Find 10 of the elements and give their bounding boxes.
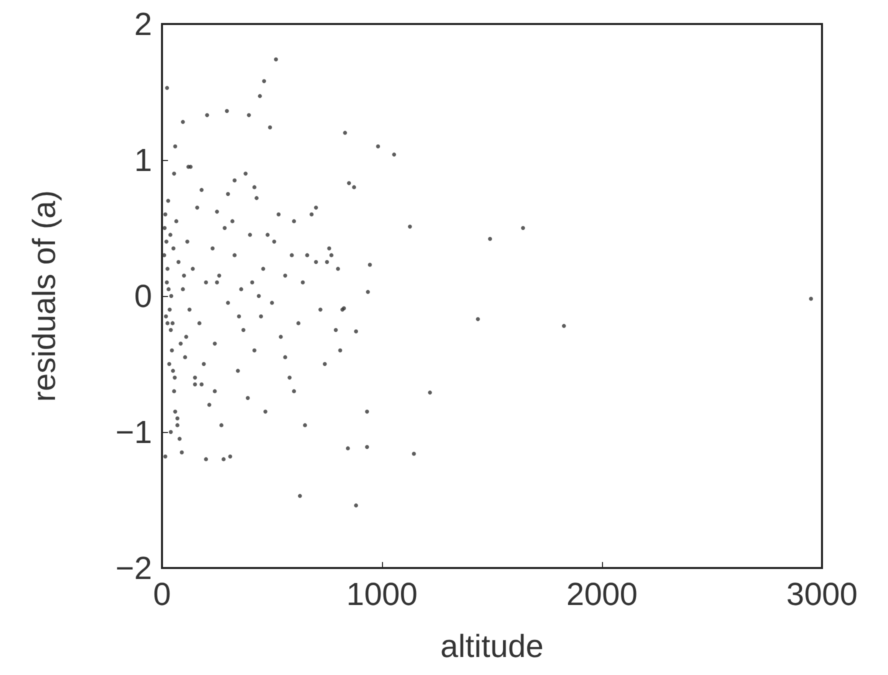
x-tick-label: 1000: [346, 576, 418, 612]
x-tick-label: 2000: [566, 576, 638, 612]
y-tick-label: 2: [134, 6, 152, 42]
y-tick-label: 1: [134, 142, 152, 178]
x-axis-title: altitude: [440, 628, 544, 664]
y-tick-label: −2: [116, 550, 152, 586]
y-tick-label: 0: [134, 278, 152, 314]
x-tick-label: 3000: [786, 576, 858, 612]
y-axis-title: residuals of (a): [26, 190, 62, 402]
y-tick-label: −1: [116, 414, 152, 450]
